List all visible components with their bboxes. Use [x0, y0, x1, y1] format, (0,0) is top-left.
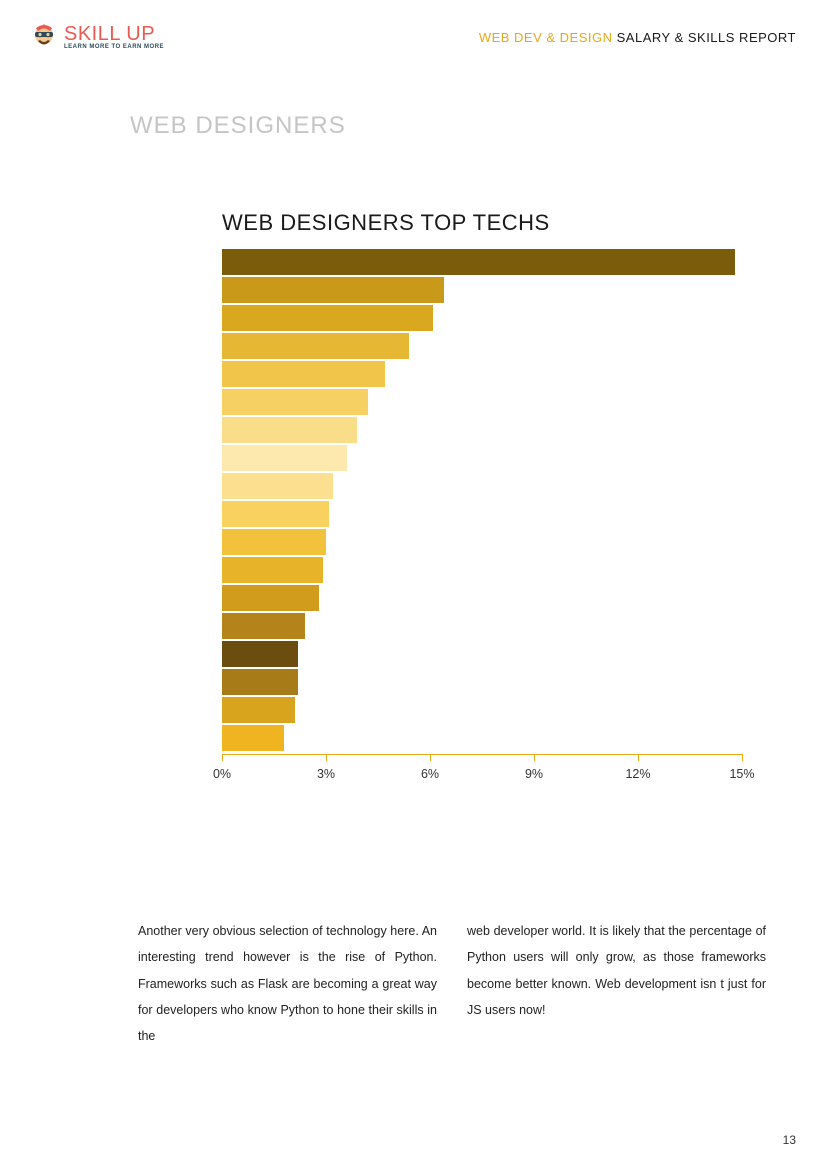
header-report-title: WEB DEV & DESIGN SALARY & SKILLS REPORT: [479, 30, 796, 45]
bar: [222, 389, 368, 415]
bar-chart: javascriptphpangularjswebpythonjqueryjav…: [130, 248, 826, 788]
section-title: WEB DESIGNERS: [130, 112, 826, 140]
x-tick-label: 12%: [625, 767, 650, 781]
plot-area: javascriptphpangularjswebpythonjqueryjav…: [222, 248, 742, 755]
bar: [222, 333, 409, 359]
header-accent: WEB DEV & DESIGN: [479, 30, 613, 45]
x-tick: [638, 754, 639, 761]
logo: SKILL UP LEARN MORE TO EARN MORE: [30, 22, 164, 52]
x-axis: [222, 754, 742, 755]
mascot-icon: [30, 22, 58, 52]
bar: [222, 277, 444, 303]
logo-tagline: LEARN MORE TO EARN MORE: [64, 44, 164, 50]
bar: [222, 445, 347, 471]
x-tick-label: 3%: [317, 767, 335, 781]
page-number: 13: [783, 1133, 796, 1147]
bar: [222, 613, 305, 639]
logo-title: SKILL UP: [64, 24, 164, 44]
bar: [222, 249, 735, 275]
header-main: SALARY & SKILLS REPORT: [613, 30, 796, 45]
x-tick-label: 15%: [729, 767, 754, 781]
bar: [222, 305, 433, 331]
body-col-1: Another very obvious selection of techno…: [138, 918, 437, 1049]
bar: [222, 585, 319, 611]
body-col-2: web developer world. It is likely that t…: [467, 918, 766, 1049]
bar: [222, 669, 298, 695]
body-text: Another very obvious selection of techno…: [138, 918, 766, 1049]
bar: [222, 529, 326, 555]
bar: [222, 697, 295, 723]
x-tick: [222, 754, 223, 761]
x-tick: [326, 754, 327, 761]
chart-title: WEB DESIGNERS TOP TECHS: [222, 210, 826, 236]
bar: [222, 473, 333, 499]
bar: [222, 557, 323, 583]
x-tick-label: 9%: [525, 767, 543, 781]
x-tick: [534, 754, 535, 761]
bar: [222, 501, 329, 527]
bar: [222, 725, 284, 751]
x-tick: [430, 754, 431, 761]
x-tick-label: 0%: [213, 767, 231, 781]
bar: [222, 641, 298, 667]
x-tick-label: 6%: [421, 767, 439, 781]
page-header: SKILL UP LEARN MORE TO EARN MORE WEB DEV…: [0, 0, 826, 52]
logo-text: SKILL UP LEARN MORE TO EARN MORE: [64, 24, 164, 50]
x-tick: [742, 754, 743, 761]
bar: [222, 361, 385, 387]
chart-container: WEB DESIGNERS TOP TECHS javascriptphpang…: [0, 210, 826, 788]
bar: [222, 417, 357, 443]
